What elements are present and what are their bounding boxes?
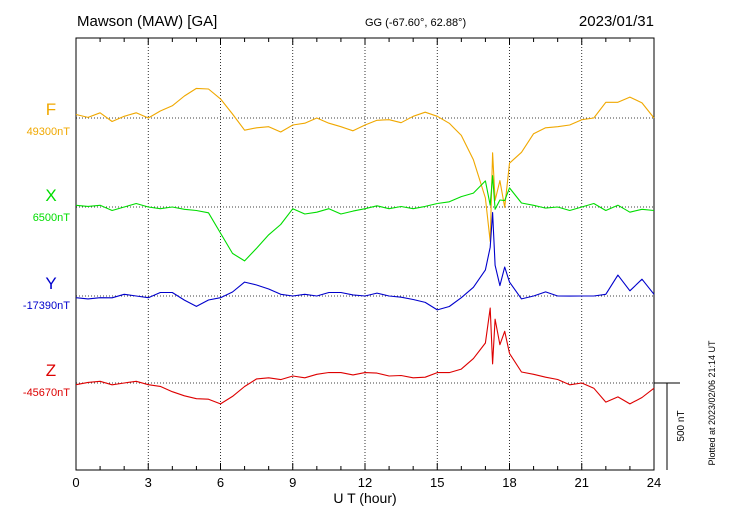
channel-labels: F 49300nT X 6500nT Y -17390nT Z -45670nT [23, 100, 70, 399]
x-tick-label: 24 [647, 475, 661, 490]
x-tick-label: 9 [289, 475, 296, 490]
series-line-z [75, 307, 655, 405]
channel-name-x: X [45, 186, 56, 205]
channel-baseline-x: 6500nT [33, 212, 71, 224]
x-axis-label: U T (hour) [333, 490, 396, 506]
channel-name-y: Y [45, 274, 56, 293]
station-title: Mawson (MAW) [GA] [77, 13, 217, 30]
x-tick-label: 12 [358, 475, 372, 490]
date-label: 2023/01/31 [579, 13, 654, 30]
channel-baseline-z: -45670nT [23, 387, 70, 399]
channel-name-z: Z [46, 361, 56, 380]
x-tick-label: 6 [217, 475, 224, 490]
channel-baseline-y: -17390nT [23, 300, 70, 312]
series-line-f [75, 87, 655, 243]
x-tick-label: 15 [430, 475, 444, 490]
baselines [76, 117, 654, 384]
plotted-timestamp: Plotted at 2023/02/06 21:14 UT [707, 340, 717, 466]
x-tick-label: 21 [575, 475, 589, 490]
coordinates-label: GG (-67.60°, 62.88°) [365, 17, 466, 29]
x-tick-label: 0 [72, 475, 79, 490]
grid [147, 38, 583, 470]
channel-baseline-f: 49300nT [27, 126, 71, 138]
channel-name-f: F [46, 100, 56, 119]
x-tick-label: 3 [145, 475, 152, 490]
x-tick-label: 18 [502, 475, 516, 490]
series-line-x [75, 175, 655, 262]
x-axis-ticks: 0 3 6 9 12 15 18 21 24 [72, 38, 661, 490]
series-line-y [75, 211, 655, 311]
series-lines [75, 87, 655, 405]
scale-bar-label: 500 nT [676, 410, 687, 441]
